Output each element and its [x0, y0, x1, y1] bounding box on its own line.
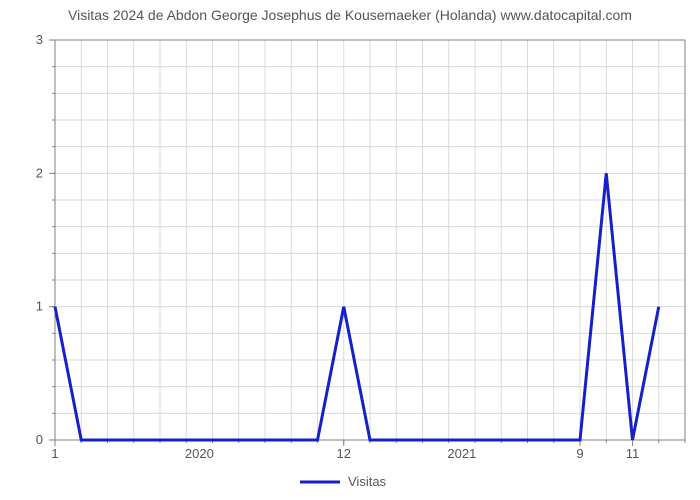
x-tick-label: 9 — [576, 446, 583, 461]
y-tick-label: 2 — [36, 165, 43, 180]
x-tick-label: 1 — [51, 446, 58, 461]
x-group-label: 2020 — [185, 446, 214, 461]
legend-label: Visitas — [348, 474, 387, 489]
y-tick-label: 3 — [36, 32, 43, 47]
x-group-label: 2021 — [447, 446, 476, 461]
x-tick-label: 12 — [337, 446, 351, 461]
x-tick-label: 11 — [626, 446, 640, 461]
y-tick-label: 1 — [36, 299, 43, 314]
visits-line-chart: Visitas 2024 de Abdon George Josephus de… — [0, 0, 700, 500]
chart-svg: Visitas 2024 de Abdon George Josephus de… — [0, 0, 700, 500]
chart-title: Visitas 2024 de Abdon George Josephus de… — [68, 7, 632, 23]
y-tick-label: 0 — [36, 432, 43, 447]
